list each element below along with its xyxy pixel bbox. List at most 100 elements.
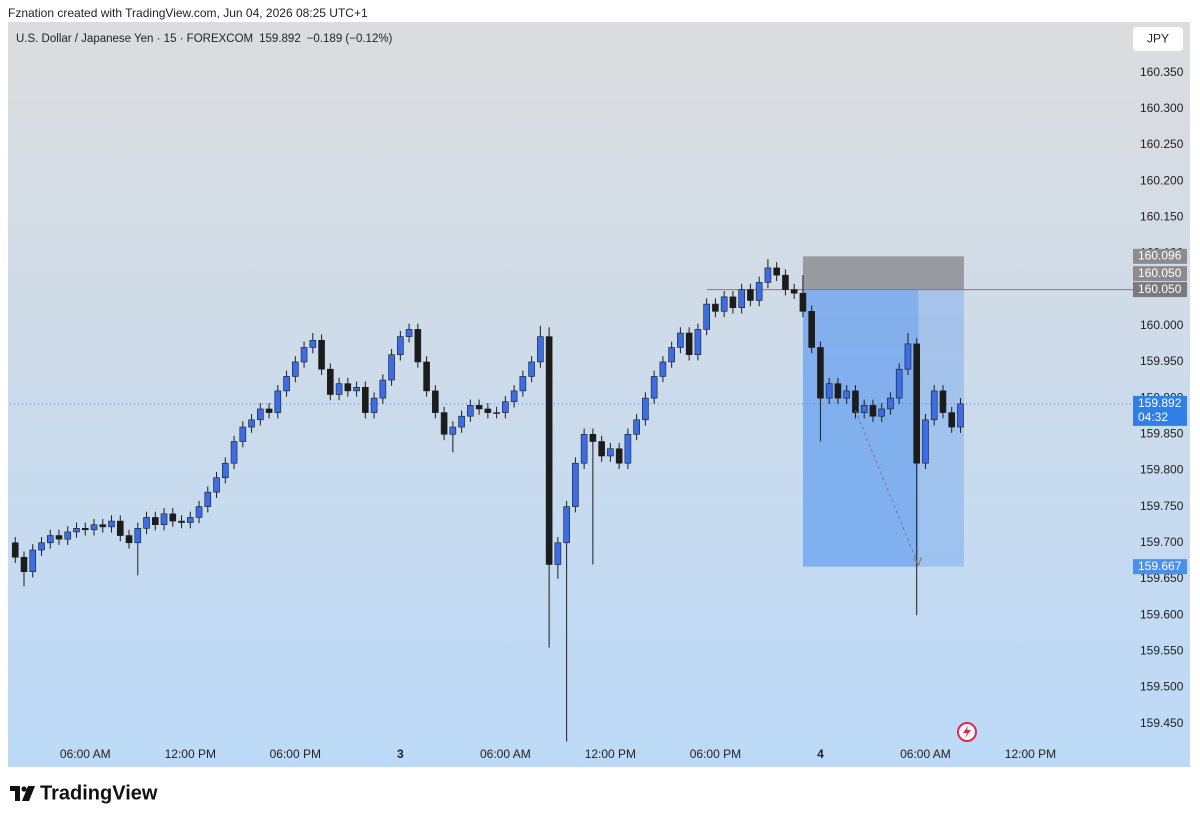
last-price-tag-bg (1133, 395, 1187, 426)
candle-body (948, 412, 956, 428)
candle-body (20, 556, 28, 573)
candle-body (659, 361, 667, 377)
logo-slash (22, 786, 35, 801)
candle-body (327, 368, 334, 395)
candle-body (195, 506, 203, 518)
arrow-head (913, 557, 922, 567)
candle-body (817, 347, 824, 399)
candle-body (475, 405, 483, 410)
projection-arrow (854, 410, 919, 566)
candle-body (869, 405, 877, 417)
candle-body (773, 267, 780, 276)
alert-bolt[interactable] (963, 726, 971, 738)
candle-body (554, 542, 562, 565)
candle-body (528, 361, 535, 377)
currency-button[interactable] (1133, 27, 1183, 51)
candle-body (712, 303, 719, 312)
header-price: 159.892 (259, 33, 301, 45)
candle-body (467, 405, 474, 417)
candle-body (274, 390, 282, 413)
candle-body (213, 477, 220, 493)
candle-body (29, 549, 37, 573)
x-tick-label: 4 (817, 747, 824, 761)
candle-body (545, 336, 553, 565)
x-tick-label: 06:00 PM (270, 747, 321, 761)
logo-mark (10, 786, 20, 801)
attribution: Fznation created with TradingView.com, J… (8, 6, 368, 20)
candle-body (615, 448, 623, 464)
candle-body (572, 462, 579, 507)
candle-body (116, 520, 124, 536)
candle-body (300, 347, 308, 363)
candle-body (764, 267, 772, 283)
candle-body (755, 282, 763, 301)
candle-body (265, 408, 273, 413)
y-tick-label: 159.850 (1140, 426, 1184, 440)
candle-body (134, 528, 142, 544)
target-tag-bg (1133, 559, 1187, 575)
y-tick-label: 159.450 (1140, 716, 1184, 730)
candle-body (537, 336, 544, 363)
candle-body (230, 441, 238, 464)
x-tick-label: 06:00 AM (900, 747, 951, 761)
candle-body (633, 419, 640, 435)
candle-body (169, 513, 177, 522)
candle-body (73, 528, 80, 533)
candle-body (685, 332, 693, 356)
currency-label[interactable]: JPY (1147, 32, 1169, 46)
candle-body (484, 408, 492, 413)
candle-body (913, 343, 921, 464)
candle-body (388, 354, 395, 381)
x-tick-label: 12:00 PM (585, 747, 636, 761)
logo-dot (21, 786, 27, 792)
candle-body (90, 524, 98, 531)
candle-body (922, 419, 929, 464)
y-tick-label: 159.950 (1140, 354, 1184, 368)
candle-body (370, 397, 378, 413)
y-tick-label: 160.200 (1140, 173, 1184, 187)
candle-body (81, 528, 89, 531)
candle-body (895, 368, 903, 399)
candle-body (607, 448, 614, 457)
target-zone (802, 289, 919, 567)
candle-body (563, 506, 570, 544)
candle-body (318, 339, 325, 370)
x-tick-label: 06:00 AM (480, 747, 531, 761)
candle-body (957, 403, 964, 428)
candle-body (738, 289, 745, 309)
target-tag: 159.667 (1138, 559, 1182, 573)
candle-body (808, 311, 815, 348)
candle-body (519, 376, 527, 392)
y-tick-label: 159.800 (1140, 463, 1184, 477)
header-change: −0.189 (−0.12%) (307, 33, 393, 45)
candle-body (151, 517, 159, 525)
candle-body (353, 386, 360, 392)
candle-body (125, 535, 133, 544)
candle-body (11, 542, 19, 558)
candle-body (852, 390, 859, 413)
candle-body (703, 303, 710, 330)
logo-text: TradingView (40, 782, 158, 804)
candle-body (423, 361, 430, 392)
plot-area: 159.450 159.500 159.550 159.600 159.650 159.7… (10, 65, 1187, 761)
candle-body (939, 390, 947, 413)
candle-body (904, 343, 912, 370)
candle-body (580, 433, 588, 464)
logo: TradingView (10, 782, 158, 804)
candle-body (38, 542, 45, 551)
candle-body (834, 383, 842, 399)
candle-body (502, 401, 509, 413)
x-tick-label: 12:00 PM (165, 747, 216, 761)
candle-body (283, 376, 290, 392)
candle-body (782, 274, 789, 290)
candle-body (694, 329, 702, 356)
y-tick-label: 159.550 (1140, 643, 1184, 657)
candle-body (344, 383, 352, 392)
alert-icon[interactable] (957, 722, 977, 742)
last-price-tag: 159.892 (1138, 396, 1182, 410)
candle-body (790, 289, 798, 294)
candle-body (414, 329, 422, 363)
y-tick-label: 160.250 (1140, 137, 1184, 151)
candle-body (720, 296, 728, 312)
